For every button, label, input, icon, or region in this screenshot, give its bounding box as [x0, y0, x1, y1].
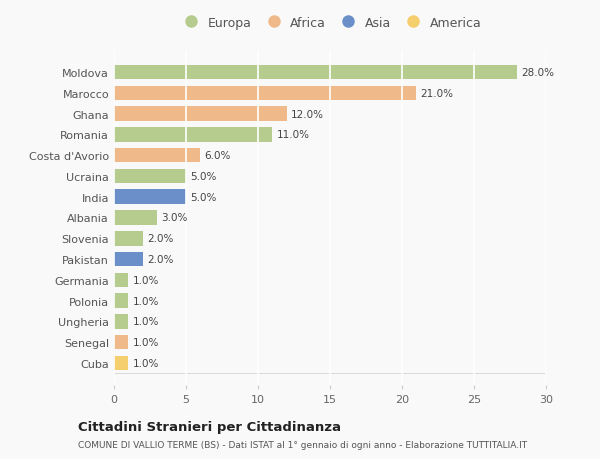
Text: 21.0%: 21.0%: [421, 89, 454, 99]
Text: 5.0%: 5.0%: [190, 172, 217, 182]
Bar: [114, 107, 287, 122]
Bar: [114, 273, 128, 287]
Bar: [114, 356, 128, 370]
Text: Cittadini Stranieri per Cittadinanza: Cittadini Stranieri per Cittadinanza: [78, 420, 341, 433]
Bar: [114, 190, 186, 205]
Legend: Europa, Africa, Asia, America: Europa, Africa, Asia, America: [179, 17, 481, 29]
Text: 5.0%: 5.0%: [190, 192, 217, 202]
Text: 1.0%: 1.0%: [133, 337, 159, 347]
Text: 2.0%: 2.0%: [147, 234, 173, 244]
Bar: [114, 294, 128, 308]
Text: COMUNE DI VALLIO TERME (BS) - Dati ISTAT al 1° gennaio di ogni anno - Elaborazio: COMUNE DI VALLIO TERME (BS) - Dati ISTAT…: [78, 440, 527, 449]
Text: 2.0%: 2.0%: [147, 254, 173, 264]
Bar: [114, 335, 128, 350]
Bar: [114, 252, 143, 267]
Bar: [114, 314, 128, 329]
Text: 1.0%: 1.0%: [133, 275, 159, 285]
Text: 1.0%: 1.0%: [133, 317, 159, 327]
Bar: [114, 149, 200, 163]
Text: 3.0%: 3.0%: [161, 213, 188, 223]
Bar: [114, 66, 517, 80]
Text: 12.0%: 12.0%: [291, 109, 324, 119]
Text: 6.0%: 6.0%: [205, 151, 231, 161]
Bar: [114, 128, 272, 142]
Text: 1.0%: 1.0%: [133, 358, 159, 368]
Text: 28.0%: 28.0%: [521, 68, 554, 78]
Text: 1.0%: 1.0%: [133, 296, 159, 306]
Bar: [114, 86, 416, 101]
Bar: [114, 231, 143, 246]
Bar: [114, 169, 186, 184]
Bar: [114, 211, 157, 225]
Text: 11.0%: 11.0%: [277, 130, 310, 140]
